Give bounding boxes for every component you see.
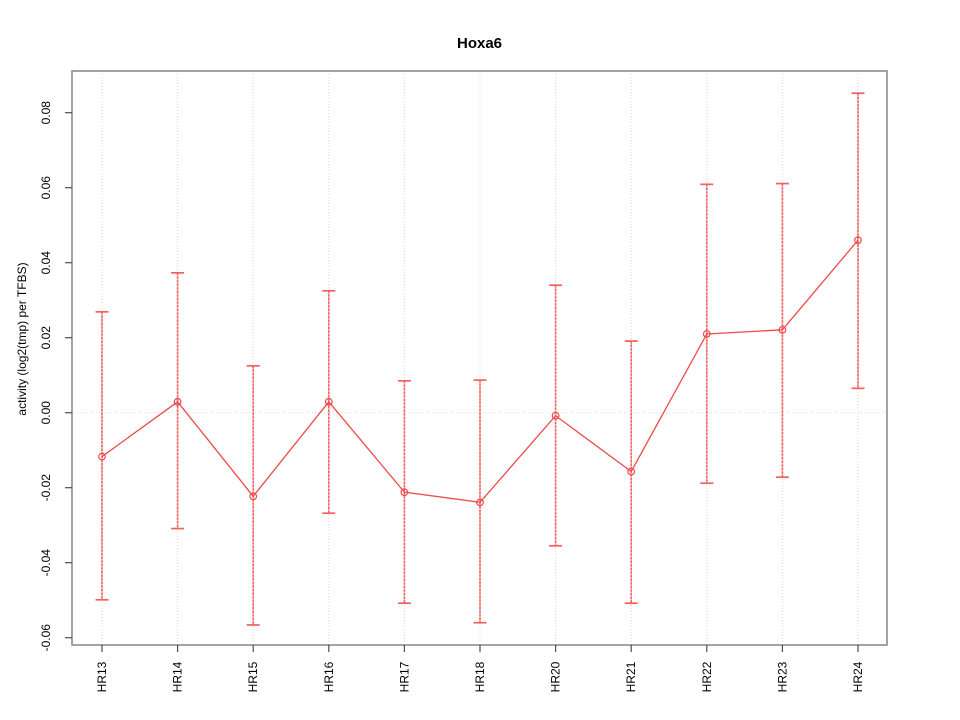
data-point bbox=[702, 330, 711, 338]
y-tick-label: -0.02 bbox=[39, 474, 53, 502]
y-tick-label: -0.04 bbox=[39, 549, 53, 577]
data-point bbox=[173, 397, 182, 406]
y-tick-label: 0.02 bbox=[39, 326, 53, 350]
data-point bbox=[476, 498, 484, 507]
x-tick-label: HR23 bbox=[775, 661, 789, 692]
x-tick-label: HR21 bbox=[624, 661, 638, 692]
data-point bbox=[98, 452, 106, 461]
y-tick-label: 0.06 bbox=[39, 176, 53, 200]
data-point bbox=[778, 325, 787, 334]
series-line bbox=[101, 239, 859, 504]
x-tick-label: HR20 bbox=[549, 661, 563, 692]
x-tick-label: HR18 bbox=[473, 661, 487, 692]
data-point bbox=[249, 492, 258, 501]
chart-title: Hoxa6 bbox=[456, 35, 503, 52]
data-point bbox=[854, 236, 862, 245]
data-point bbox=[551, 411, 560, 420]
data-point bbox=[400, 488, 409, 497]
y-tick-label: 0.00 bbox=[39, 401, 53, 425]
x-tick-label: HR13 bbox=[95, 661, 109, 692]
y-tick-label: 0.08 bbox=[39, 101, 53, 125]
data-point bbox=[324, 397, 333, 406]
x-tick-label: HR16 bbox=[322, 661, 336, 692]
y-tick-label: -0.06 bbox=[39, 624, 53, 652]
x-tick-label: HR24 bbox=[851, 661, 865, 692]
x-tick-label: HR14 bbox=[171, 661, 185, 692]
x-tick-label: HR17 bbox=[397, 661, 411, 692]
x-tick-label: HR15 bbox=[246, 661, 260, 692]
x-tick-label: HR22 bbox=[700, 661, 714, 692]
data-point bbox=[627, 467, 636, 476]
y-tick-label: 0.04 bbox=[39, 251, 53, 275]
